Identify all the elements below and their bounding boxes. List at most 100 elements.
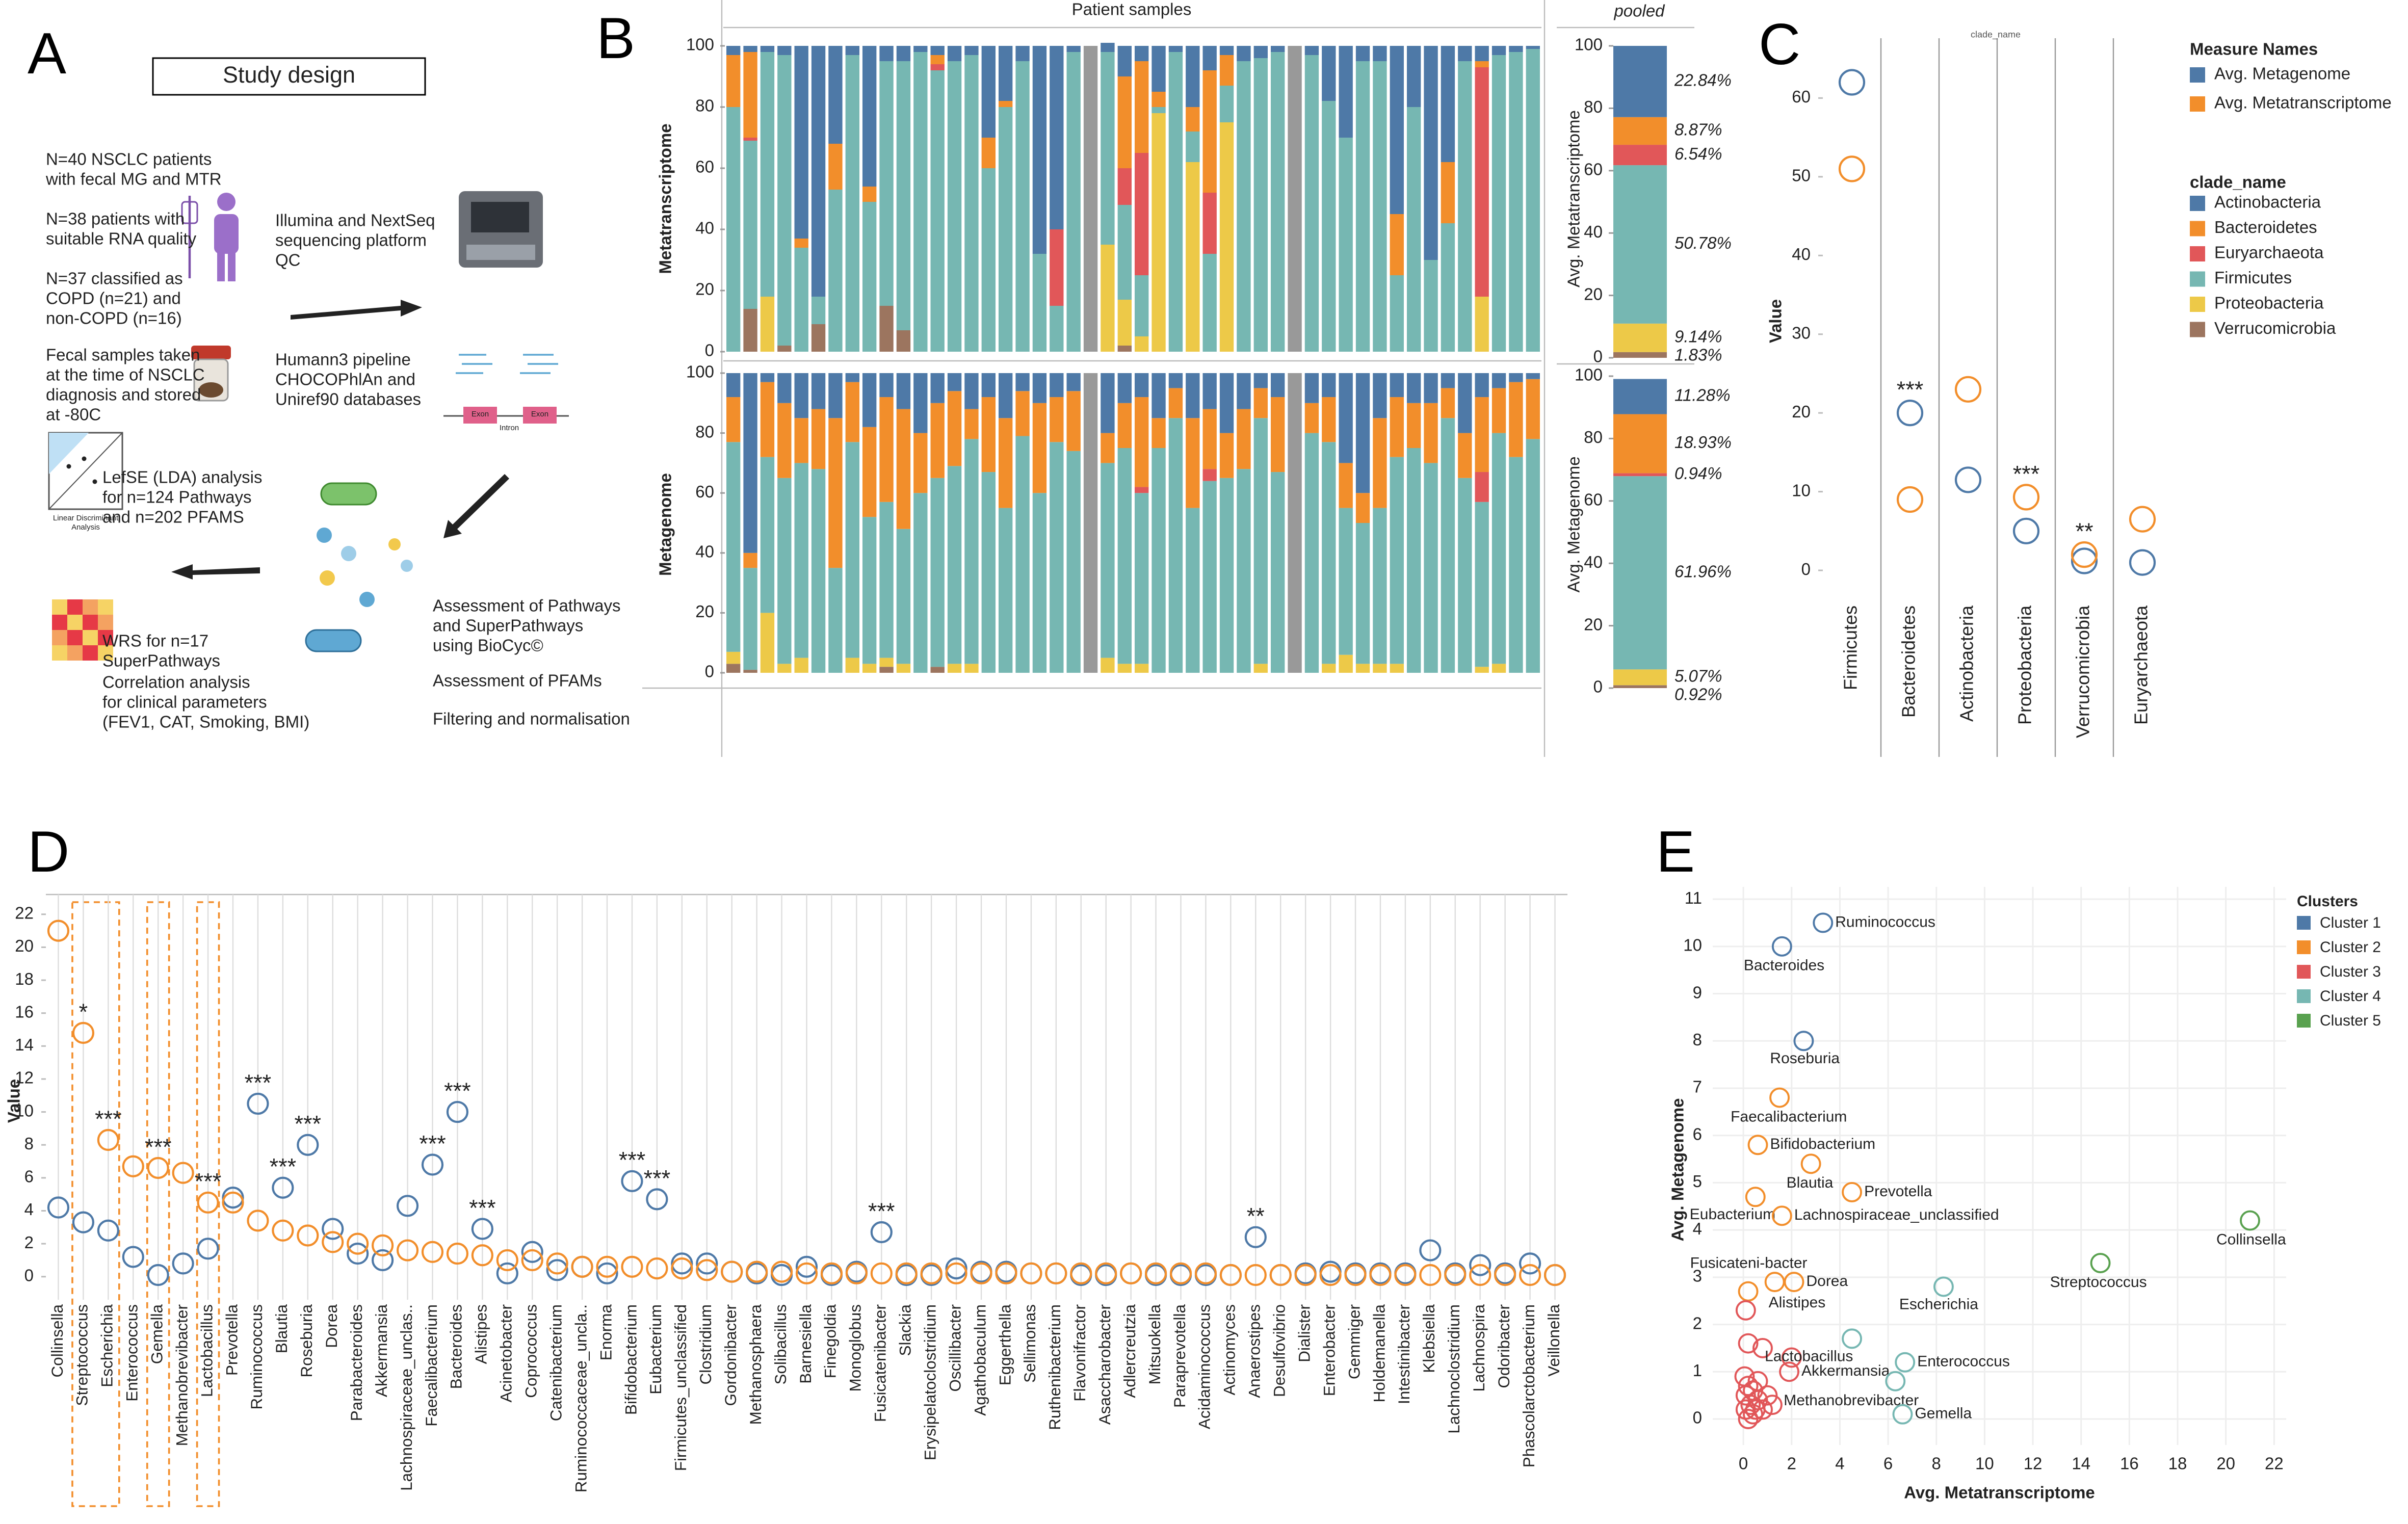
y-tick-label: 6: [1693, 1124, 1702, 1143]
bar-segment: [1355, 61, 1370, 352]
bar-segment: [1237, 373, 1251, 409]
bar-segment: [1219, 45, 1234, 55]
x-tick-label: Methanobrevibacter: [172, 1304, 191, 1446]
y-tick-label: 10: [15, 1101, 34, 1120]
y-tick-label: 20: [15, 936, 34, 955]
dot: [172, 1162, 194, 1184]
bar-segment: [1509, 45, 1523, 52]
dot: [147, 1264, 169, 1286]
bar-segment: [1526, 379, 1540, 439]
bar-segment: [828, 568, 843, 673]
y-axis-label: Value: [1766, 299, 1785, 343]
bar-segment: [999, 100, 1013, 107]
x-tick-label: 22: [2265, 1454, 2284, 1473]
dot: [247, 1210, 269, 1232]
design-text: suitable RNA quality: [46, 229, 197, 248]
y-tick-label: 2: [1693, 1313, 1702, 1332]
bar-segment: [811, 373, 826, 409]
y-tick-label: 60: [1584, 160, 1603, 179]
bar-segment: [930, 64, 945, 70]
value-label: 0.92%: [1674, 685, 1722, 704]
x-tick-label: Clostridium: [696, 1304, 715, 1384]
bar-segment: [879, 397, 894, 502]
y-tick-label: 9: [1693, 983, 1702, 1002]
y-tick-label: 60: [1584, 490, 1603, 509]
axis-caption: Analysis: [71, 523, 100, 532]
y-tick-label: 80: [695, 422, 714, 441]
y-tick-label: 100: [1575, 365, 1603, 384]
y-axis-label: Avg. Metagenome: [1564, 456, 1583, 592]
significance: ***: [868, 1198, 895, 1224]
bar-segment: [1613, 45, 1667, 117]
bar-segment: [1168, 418, 1183, 673]
bar-segment: [1117, 373, 1132, 403]
design-text: and SuperPathways: [433, 616, 583, 635]
point-label: Enterococcus: [1917, 1353, 2010, 1370]
bar-segment: [1253, 373, 1268, 388]
dot: [222, 1187, 244, 1209]
x-tick-label: Actinomyces: [1220, 1304, 1239, 1395]
bar-segment: [1407, 45, 1421, 107]
y-tick-label: 3: [1693, 1267, 1702, 1285]
bar-segment: [777, 373, 792, 403]
bar-segment: [913, 373, 928, 433]
bar-segment: [947, 373, 962, 391]
bar-segment: [1322, 45, 1336, 101]
y-tick-label: 0: [705, 662, 714, 681]
dot: [1419, 1239, 1442, 1262]
bar-segment: [743, 308, 757, 352]
dot: [646, 1188, 668, 1211]
bar-segment: [1135, 493, 1149, 664]
value-label: 11.28%: [1674, 386, 1730, 405]
bar-segment: [999, 508, 1013, 673]
dot: [2129, 549, 2156, 576]
legend-title: clade_name: [2190, 173, 2286, 192]
bar-segment: [1050, 45, 1064, 229]
y-tick-label: 60: [1792, 87, 1811, 106]
bar-segment: [1407, 403, 1421, 448]
dot: [596, 1262, 618, 1284]
dot: [621, 1170, 643, 1192]
y-tick-label: 0: [1801, 560, 1811, 579]
dot: [1838, 69, 1866, 96]
legend-swatch: [2189, 195, 2205, 211]
dot: [1896, 486, 1924, 513]
x-tick-label: Finegoldia: [821, 1304, 840, 1379]
bar-segment: [999, 418, 1013, 508]
dot: [1954, 376, 1982, 403]
dot: [72, 1211, 95, 1233]
bar-segment: [879, 61, 894, 306]
point: [1747, 1135, 1768, 1155]
design-text: diagnosis and stored: [46, 385, 201, 404]
dot: [1519, 1252, 1541, 1275]
study-design-icons: [48, 57, 569, 661]
bar-segment: [1202, 192, 1217, 254]
bar-segment: [1271, 45, 1285, 52]
bar-segment: [1117, 76, 1132, 168]
point-label: Escherichia: [1899, 1296, 1978, 1312]
bar-segment: [1050, 229, 1064, 306]
bar-segment: [1441, 388, 1455, 418]
dot: [122, 1246, 144, 1268]
bar-segment: [1458, 61, 1472, 352]
significance: ***: [245, 1070, 272, 1096]
dot: [97, 1219, 119, 1242]
dot: [870, 1262, 893, 1284]
x-tick-label: Gemmiger: [1345, 1304, 1363, 1379]
bar-segment: [947, 466, 962, 664]
dot: [122, 1155, 144, 1177]
dot: [596, 1255, 618, 1278]
bar-segment: [981, 373, 996, 398]
dot: [47, 919, 70, 942]
design-text: COPD (n=21) and: [46, 289, 181, 308]
significance: **: [1247, 1203, 1265, 1229]
bar-segment: [828, 418, 843, 568]
bar-segment: [930, 667, 945, 673]
bar-segment: [811, 296, 826, 324]
bar-segment: [1373, 373, 1387, 418]
panel-label: D: [28, 820, 69, 884]
point-label: Lachnospiraceae_unclassified: [1794, 1206, 1999, 1223]
bar-segment: [1373, 418, 1387, 508]
bar-segment: [1390, 664, 1404, 673]
